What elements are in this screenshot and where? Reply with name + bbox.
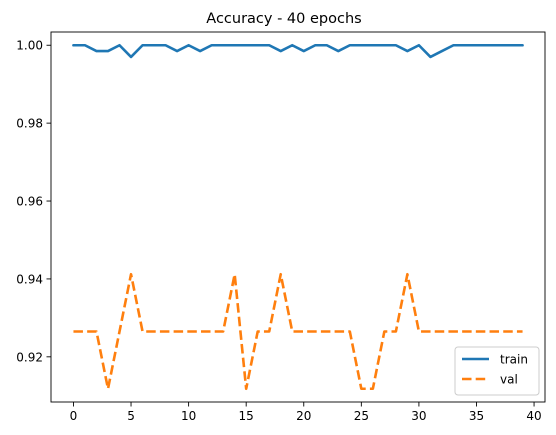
- x-tick-label-15: 15: [239, 409, 254, 423]
- series-layer: [72, 43, 524, 391]
- legend-label-val: val: [500, 373, 518, 387]
- axes-frame: [50, 31, 546, 403]
- x-tick-label-30: 30: [411, 409, 426, 423]
- x-tick-label-35: 35: [469, 409, 484, 423]
- y-tick-label-2: 0.96: [16, 195, 43, 209]
- y-tick-label-1: 0.94: [16, 272, 43, 286]
- series-line-train: [72, 43, 524, 59]
- chart-title: Accuracy - 40 epochs: [206, 11, 361, 27]
- y-tick-label-4: 1.00: [16, 39, 43, 53]
- y-tick-label-0: 0.92: [16, 350, 43, 364]
- x-tick-label-25: 25: [354, 409, 369, 423]
- legend: train val: [454, 346, 540, 396]
- axes-layer: 0 5 10 15 20 25 30 35 40 0.92 0.94 0.96 0.98 1.00: [16, 31, 546, 423]
- legend-label-train: train: [500, 353, 528, 367]
- x-tick-label-5: 5: [127, 409, 135, 423]
- series-line-val: [73, 272, 523, 391]
- x-tick-label-20: 20: [296, 409, 311, 423]
- y-tick-label-3: 0.98: [16, 117, 43, 131]
- x-tick-label-10: 10: [181, 409, 196, 423]
- x-tick-label-40: 40: [526, 409, 541, 423]
- x-tick-label-0: 0: [70, 409, 78, 423]
